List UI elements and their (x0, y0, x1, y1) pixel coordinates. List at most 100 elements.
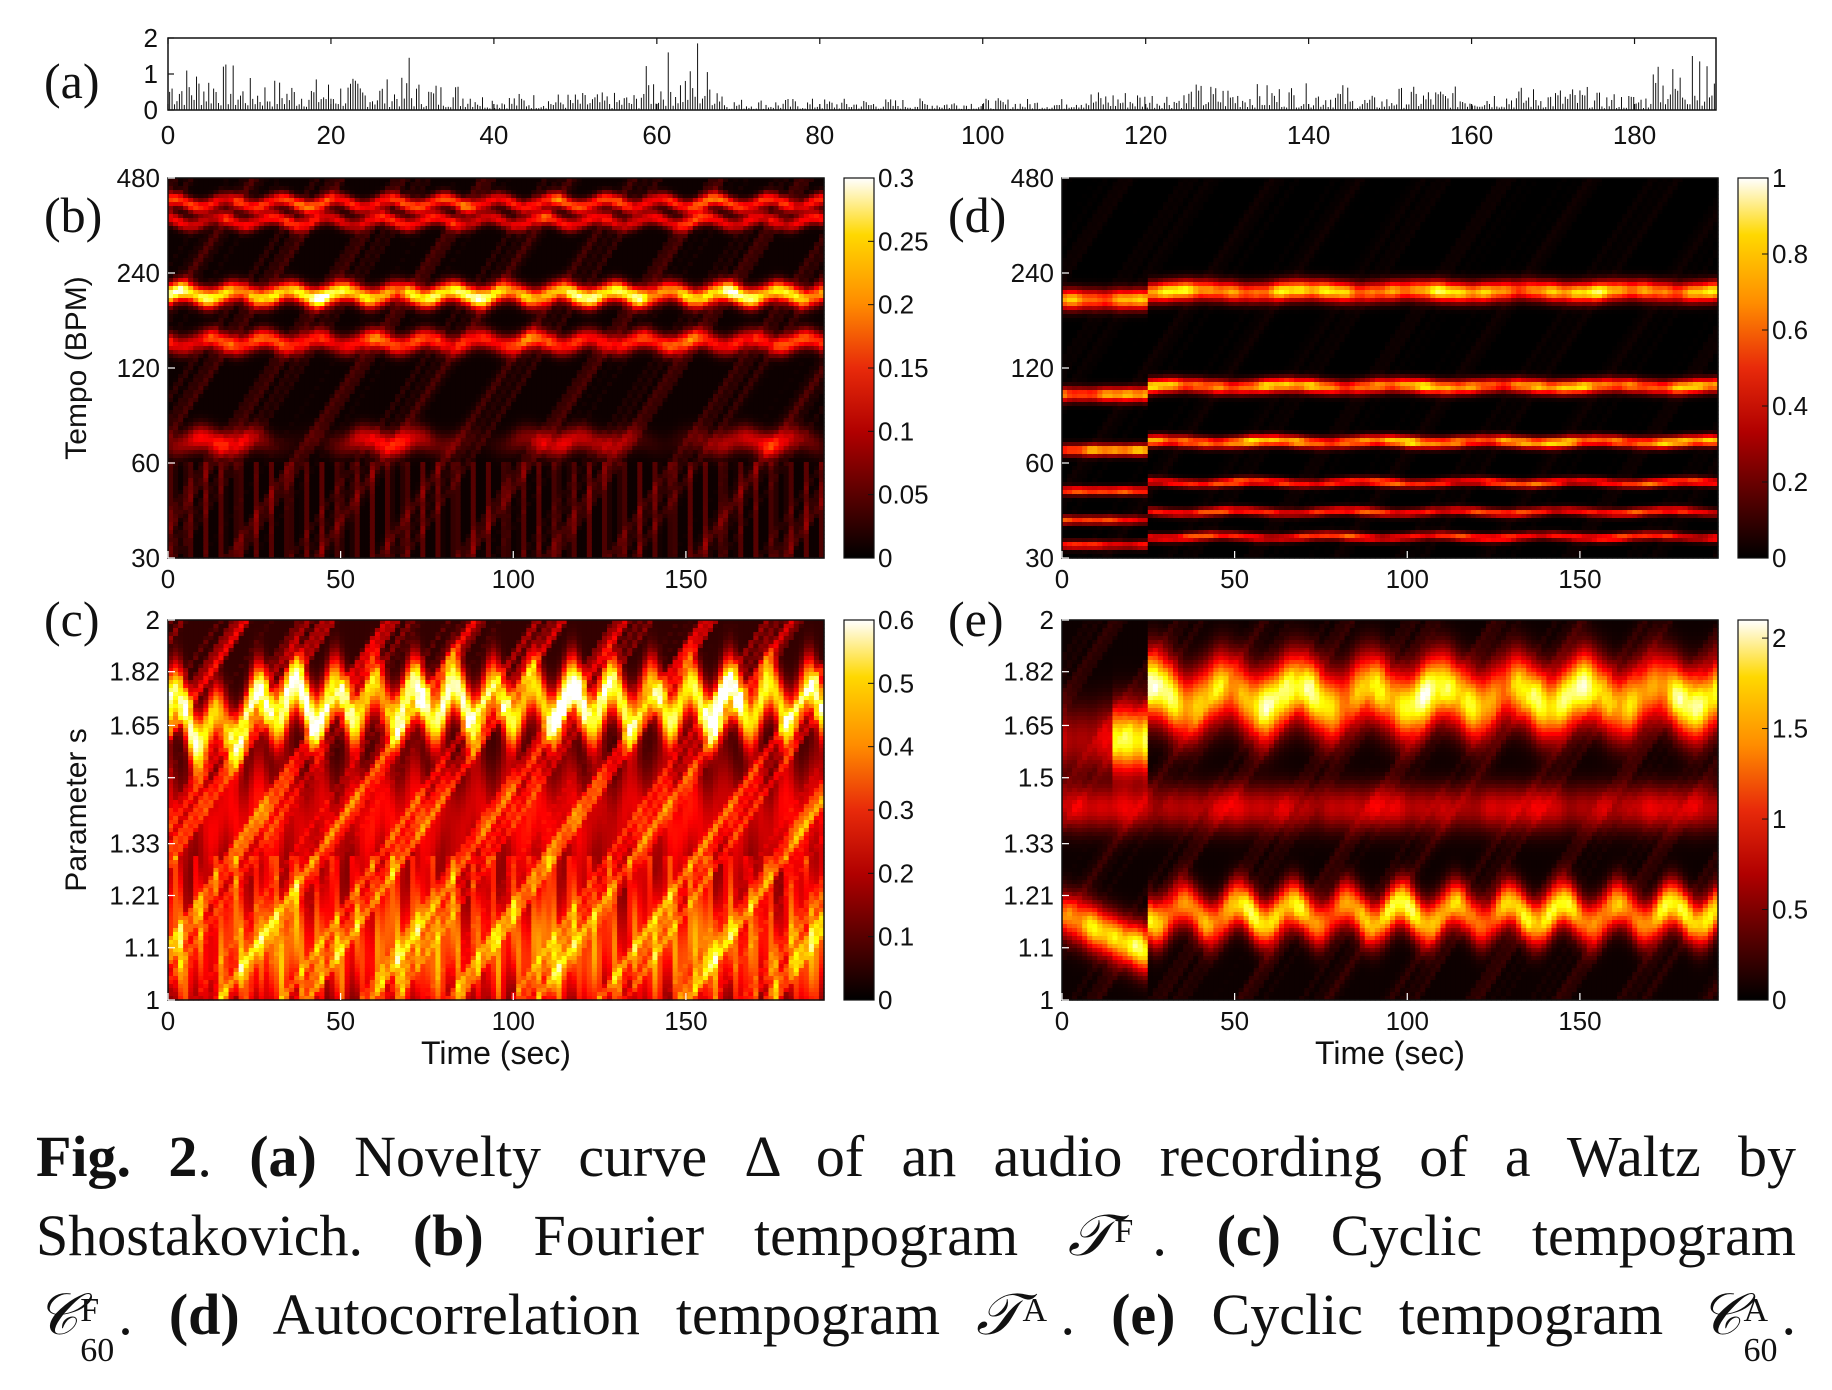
heatmap-cell (193, 314, 199, 319)
heatmap-cell (385, 290, 391, 295)
heatmap-cell (203, 482, 209, 487)
heatmap-cell (274, 274, 280, 279)
heatmap-cell (360, 214, 366, 219)
heatmap-cell (340, 314, 346, 319)
heatmap-cell (370, 486, 376, 491)
heatmap-cell (213, 462, 219, 467)
heatmap-cell (319, 202, 325, 207)
heatmap-cell (304, 534, 310, 539)
heatmap-cell (229, 394, 235, 399)
heatmap-cell (304, 422, 310, 427)
heatmap-cell (340, 234, 346, 239)
heatmap-cell (299, 550, 305, 555)
heatmap-cell (340, 230, 346, 235)
heatmap-cell (279, 422, 285, 427)
heatmap-cell (314, 470, 320, 475)
heatmap-cell (249, 238, 255, 243)
heatmap-cell (224, 518, 230, 523)
heatmap-cell (224, 526, 230, 531)
heatmap-cell (269, 350, 275, 355)
heatmap-cell (178, 378, 184, 383)
heatmap-cell (264, 274, 270, 279)
heatmap-cell (274, 402, 280, 407)
heatmap-cell (213, 338, 219, 343)
heatmap-cell (380, 250, 386, 255)
heatmap-cell (173, 538, 179, 543)
heatmap-cell (284, 258, 290, 263)
heatmap-cell (314, 390, 320, 395)
heatmap-cell (168, 370, 174, 375)
heatmap-cell (309, 306, 315, 311)
heatmap-cell (188, 278, 194, 283)
heatmap-cell (203, 406, 209, 411)
heatmap-cell (324, 386, 330, 391)
heatmap-cell (385, 494, 391, 499)
heatmap-cell (375, 374, 381, 379)
heatmap-cell (269, 286, 275, 291)
heatmap-cell (335, 198, 341, 203)
heatmap-cell (224, 546, 230, 551)
heatmap-cell (279, 338, 285, 343)
heatmap-cell (314, 346, 320, 351)
heatmap-cell (319, 238, 325, 243)
heatmap-cell (198, 378, 204, 383)
heatmap-cell (178, 542, 184, 547)
heatmap-cell (274, 290, 280, 295)
heatmap-cell (324, 230, 330, 235)
heatmap-cell (254, 338, 260, 343)
heatmap-cell (244, 362, 250, 367)
heatmap-cell (350, 418, 356, 423)
heatmap-cell (239, 274, 245, 279)
heatmap-cell (254, 490, 260, 495)
heatmap-cell (355, 494, 361, 499)
heatmap-cell (229, 518, 235, 523)
heatmap-cell (168, 294, 174, 299)
heatmap-cell (279, 550, 285, 555)
heatmap-cell (314, 530, 320, 535)
heatmap-cell (345, 250, 351, 255)
heatmap-cell (289, 234, 295, 239)
heatmap-cell (329, 374, 335, 379)
heatmap-cell (289, 314, 295, 319)
heatmap-cell (299, 474, 305, 479)
heatmap-cell (329, 422, 335, 427)
heatmap-cell (168, 546, 174, 551)
heatmap-cell (375, 310, 381, 315)
heatmap-cell (335, 542, 341, 547)
heatmap-cell (309, 278, 315, 283)
heatmap-cell (365, 394, 371, 399)
heatmap-cell (345, 350, 351, 355)
heatmap-cell (314, 210, 320, 215)
heatmap-cell (198, 290, 204, 295)
heatmap-cell (309, 390, 315, 395)
heatmap-cell (375, 230, 381, 235)
heatmap-cell (345, 550, 351, 555)
heatmap-cell (183, 474, 189, 479)
heatmap-cell (188, 394, 194, 399)
heatmap-cell (188, 410, 194, 415)
heatmap-cell (193, 270, 199, 275)
heatmap-cell (264, 374, 270, 379)
heatmap-cell (254, 442, 260, 447)
heatmap-cell (183, 242, 189, 247)
heatmap-cell (370, 294, 376, 299)
heatmap-cell (218, 182, 224, 187)
heatmap-cell (213, 310, 219, 315)
heatmap-cell (365, 270, 371, 275)
heatmap-cell (208, 458, 214, 463)
heatmap-cell (173, 270, 179, 275)
heatmap-cell (274, 306, 280, 311)
heatmap-cell (203, 442, 209, 447)
heatmap-cell (350, 226, 356, 231)
heatmap-cell (335, 370, 341, 375)
heatmap-cell (183, 262, 189, 267)
heatmap-cell (218, 390, 224, 395)
heatmap-cell (335, 286, 341, 291)
heatmap-cell (259, 362, 265, 367)
heatmap-cell (249, 250, 255, 255)
heatmap-cell (259, 514, 265, 519)
heatmap-cell (335, 426, 341, 431)
heatmap-cell (279, 402, 285, 407)
heatmap-cell (279, 226, 285, 231)
heatmap-cell (244, 266, 250, 271)
